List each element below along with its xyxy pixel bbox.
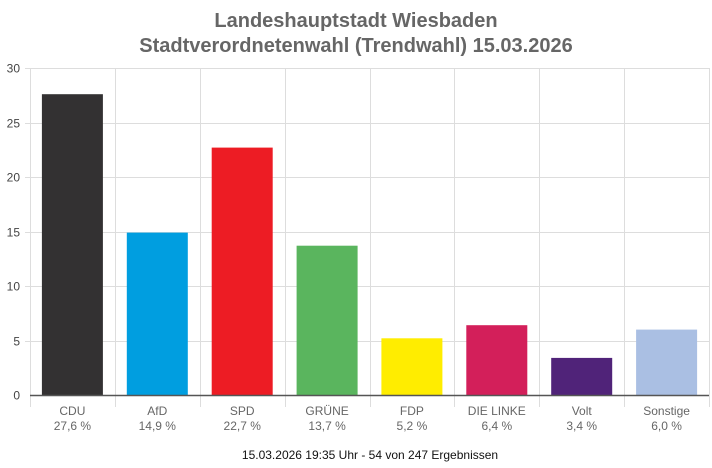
x-category-label: FDP xyxy=(400,404,424,418)
bar-fdp xyxy=(381,338,443,395)
x-value-label: 27,6 % xyxy=(54,419,92,433)
y-tick-label: 20 xyxy=(7,171,21,185)
bar-cdu xyxy=(41,94,103,395)
y-tick-label: 10 xyxy=(7,280,21,294)
chart-footer-status: 15.03.2026 19:35 Uhr - 54 von 247 Ergebn… xyxy=(241,448,499,462)
bars xyxy=(41,94,698,395)
x-category-label: GRÜNE xyxy=(305,404,348,418)
x-value-label: 5,2 % xyxy=(397,419,428,433)
chart-title: Landeshauptstadt Wiesbaden xyxy=(214,10,498,32)
y-tick-label: 5 xyxy=(13,335,20,349)
x-value-label: 6,4 % xyxy=(481,419,512,433)
bar-volt xyxy=(551,357,613,395)
x-category-label: Sonstige xyxy=(643,404,690,418)
x-value-label: 13,7 % xyxy=(308,419,346,433)
x-category-label: DIE LINKE xyxy=(468,404,526,418)
x-category-label: AfD xyxy=(147,404,167,418)
y-tick-label: 0 xyxy=(13,389,20,403)
x-category-label: SPD xyxy=(230,404,255,418)
x-value-label: 3,4 % xyxy=(566,419,597,433)
bar-spd xyxy=(211,147,273,395)
x-value-label: 22,7 % xyxy=(224,419,262,433)
y-tick-label: 15 xyxy=(7,226,21,240)
bar-sonstige xyxy=(636,329,698,395)
bar-gr-ne xyxy=(296,245,358,395)
chart-subtitle: Stadtverordnetenwahl (Trendwahl) 15.03.2… xyxy=(139,35,573,57)
y-tick-label: 30 xyxy=(7,62,21,76)
y-axis: 0 5 10 15 20 25 30 xyxy=(7,62,21,403)
x-category-label: CDU xyxy=(59,404,85,418)
bar-die-linke xyxy=(466,325,528,395)
y-tick-label: 25 xyxy=(7,117,21,131)
x-category-label: Volt xyxy=(572,404,593,418)
x-value-label: 6,0 % xyxy=(651,419,682,433)
bar-afd xyxy=(126,232,188,395)
x-value-label: 14,9 % xyxy=(139,419,177,433)
